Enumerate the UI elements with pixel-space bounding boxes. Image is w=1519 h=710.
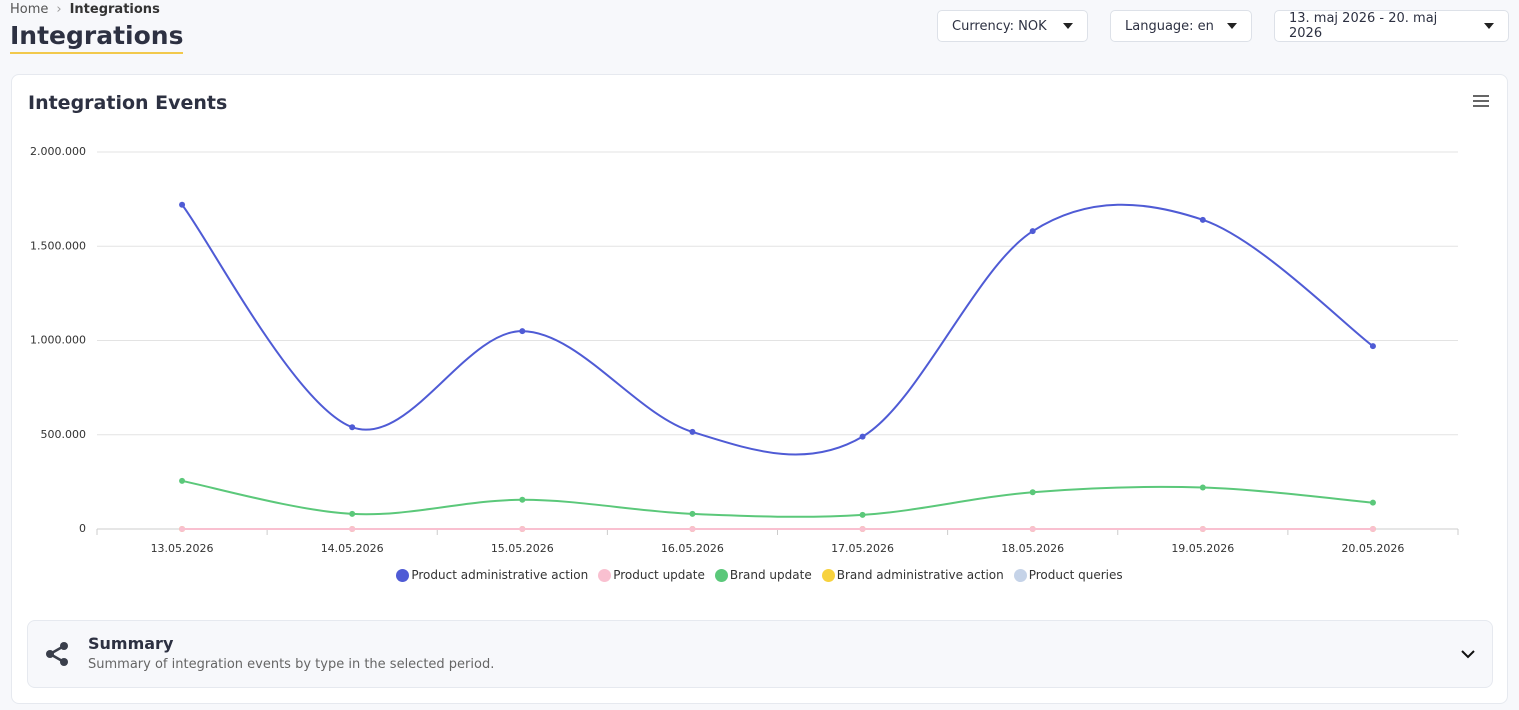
summary-description: Summary of integration events by type in… [88, 657, 495, 672]
dropdown-label: Language: en [1125, 18, 1214, 34]
data-point [689, 526, 696, 532]
dropdown-label: Currency: NOK [952, 18, 1047, 34]
caret [1227, 23, 1237, 29]
y-tick-label: 2.000.000 [30, 145, 86, 158]
legend-item[interactable]: Product queries [1013, 568, 1123, 582]
data-point [859, 526, 866, 532]
data-point [1369, 526, 1376, 532]
language-dropdown[interactable]: Language: en [1110, 10, 1252, 42]
x-tick-label: 17.05.2026 [831, 542, 894, 555]
data-point [1029, 228, 1036, 235]
legend-swatch [1013, 568, 1027, 582]
legend-swatch [714, 568, 728, 582]
data-point [859, 511, 866, 518]
y-tick-label: 1.000.000 [30, 334, 86, 347]
y-tick-label: 1.500.000 [30, 239, 86, 252]
data-point [349, 424, 356, 431]
x-tick-label: 19.05.2026 [1171, 542, 1234, 555]
y-tick-label: 0 [79, 522, 86, 535]
breadcrumb-link[interactable]: Home [10, 2, 49, 17]
breadcrumb-current: Integrations [69, 2, 160, 17]
data-point [1029, 526, 1036, 532]
data-point [1029, 489, 1036, 496]
x-tick-label: 20.05.2026 [1341, 542, 1404, 555]
breadcrumb: Home › Integrations [10, 2, 160, 17]
data-point [689, 428, 696, 435]
data-point [859, 433, 866, 440]
data-point [1199, 484, 1206, 491]
share-icon [46, 642, 68, 666]
date-range-dropdown[interactable]: 13. maj 2026 - 20. maj 2026 [1274, 10, 1509, 42]
summary-panel[interactable] [27, 620, 1493, 688]
legend-item[interactable]: Product administrative action [396, 568, 588, 582]
legend-label: Brand administrative action [836, 568, 1004, 582]
x-tick-label: 15.05.2026 [491, 542, 554, 555]
breadcrumb-separator: › [56, 2, 62, 17]
chart: 0 500.000 1.000.000 1.500.000 2.000.000 13.05… [30, 145, 1459, 555]
legend-swatch [598, 568, 612, 582]
x-tick-label: 18.05.2026 [1001, 542, 1064, 555]
data-point [519, 328, 526, 335]
series-line [181, 203, 1374, 456]
data-point [1199, 526, 1206, 532]
caret [1063, 23, 1073, 29]
data-point [179, 201, 186, 208]
series-line [181, 479, 1374, 518]
legend-item[interactable]: Brand administrative action [821, 568, 1004, 582]
y-tick-label: 500.000 [41, 428, 87, 441]
legend-item[interactable]: Product update [598, 568, 705, 582]
chevron-down[interactable] [1459, 647, 1477, 661]
legend-item[interactable]: Brand update [714, 568, 812, 582]
summary-title: Summary [88, 634, 174, 653]
data-point [519, 496, 526, 503]
legend-swatch [821, 568, 835, 582]
data-point [1369, 499, 1376, 506]
chart-title: Integration Events [28, 92, 228, 114]
caret [1484, 23, 1494, 29]
data-point [349, 510, 356, 517]
legend-label: Brand update [729, 568, 812, 582]
data-point [1199, 216, 1206, 223]
chart-menu[interactable] [1473, 95, 1489, 107]
x-tick-label: 16.05.2026 [661, 542, 724, 555]
legend-label: Product update [613, 568, 705, 582]
legend-swatch [396, 568, 410, 582]
x-tick-label: 13.05.2026 [151, 542, 214, 555]
x-tick-label: 14.05.2026 [321, 542, 384, 555]
chart-card [11, 74, 1508, 704]
data-point [349, 526, 356, 532]
legend-label: Product administrative action [411, 568, 589, 582]
legend: Product administrative action Product upd… [0, 568, 1519, 582]
data-point [179, 526, 186, 532]
dropdown-label: 13. maj 2026 - 20. maj 2026 [1289, 11, 1438, 41]
legend-label: Product queries [1028, 568, 1123, 582]
data-point [689, 510, 696, 517]
currency-dropdown[interactable]: Currency: NOK [937, 10, 1088, 42]
data-point [1369, 343, 1376, 350]
data-point [179, 477, 186, 484]
data-point [519, 526, 526, 532]
page-title: Integrations [10, 20, 184, 54]
